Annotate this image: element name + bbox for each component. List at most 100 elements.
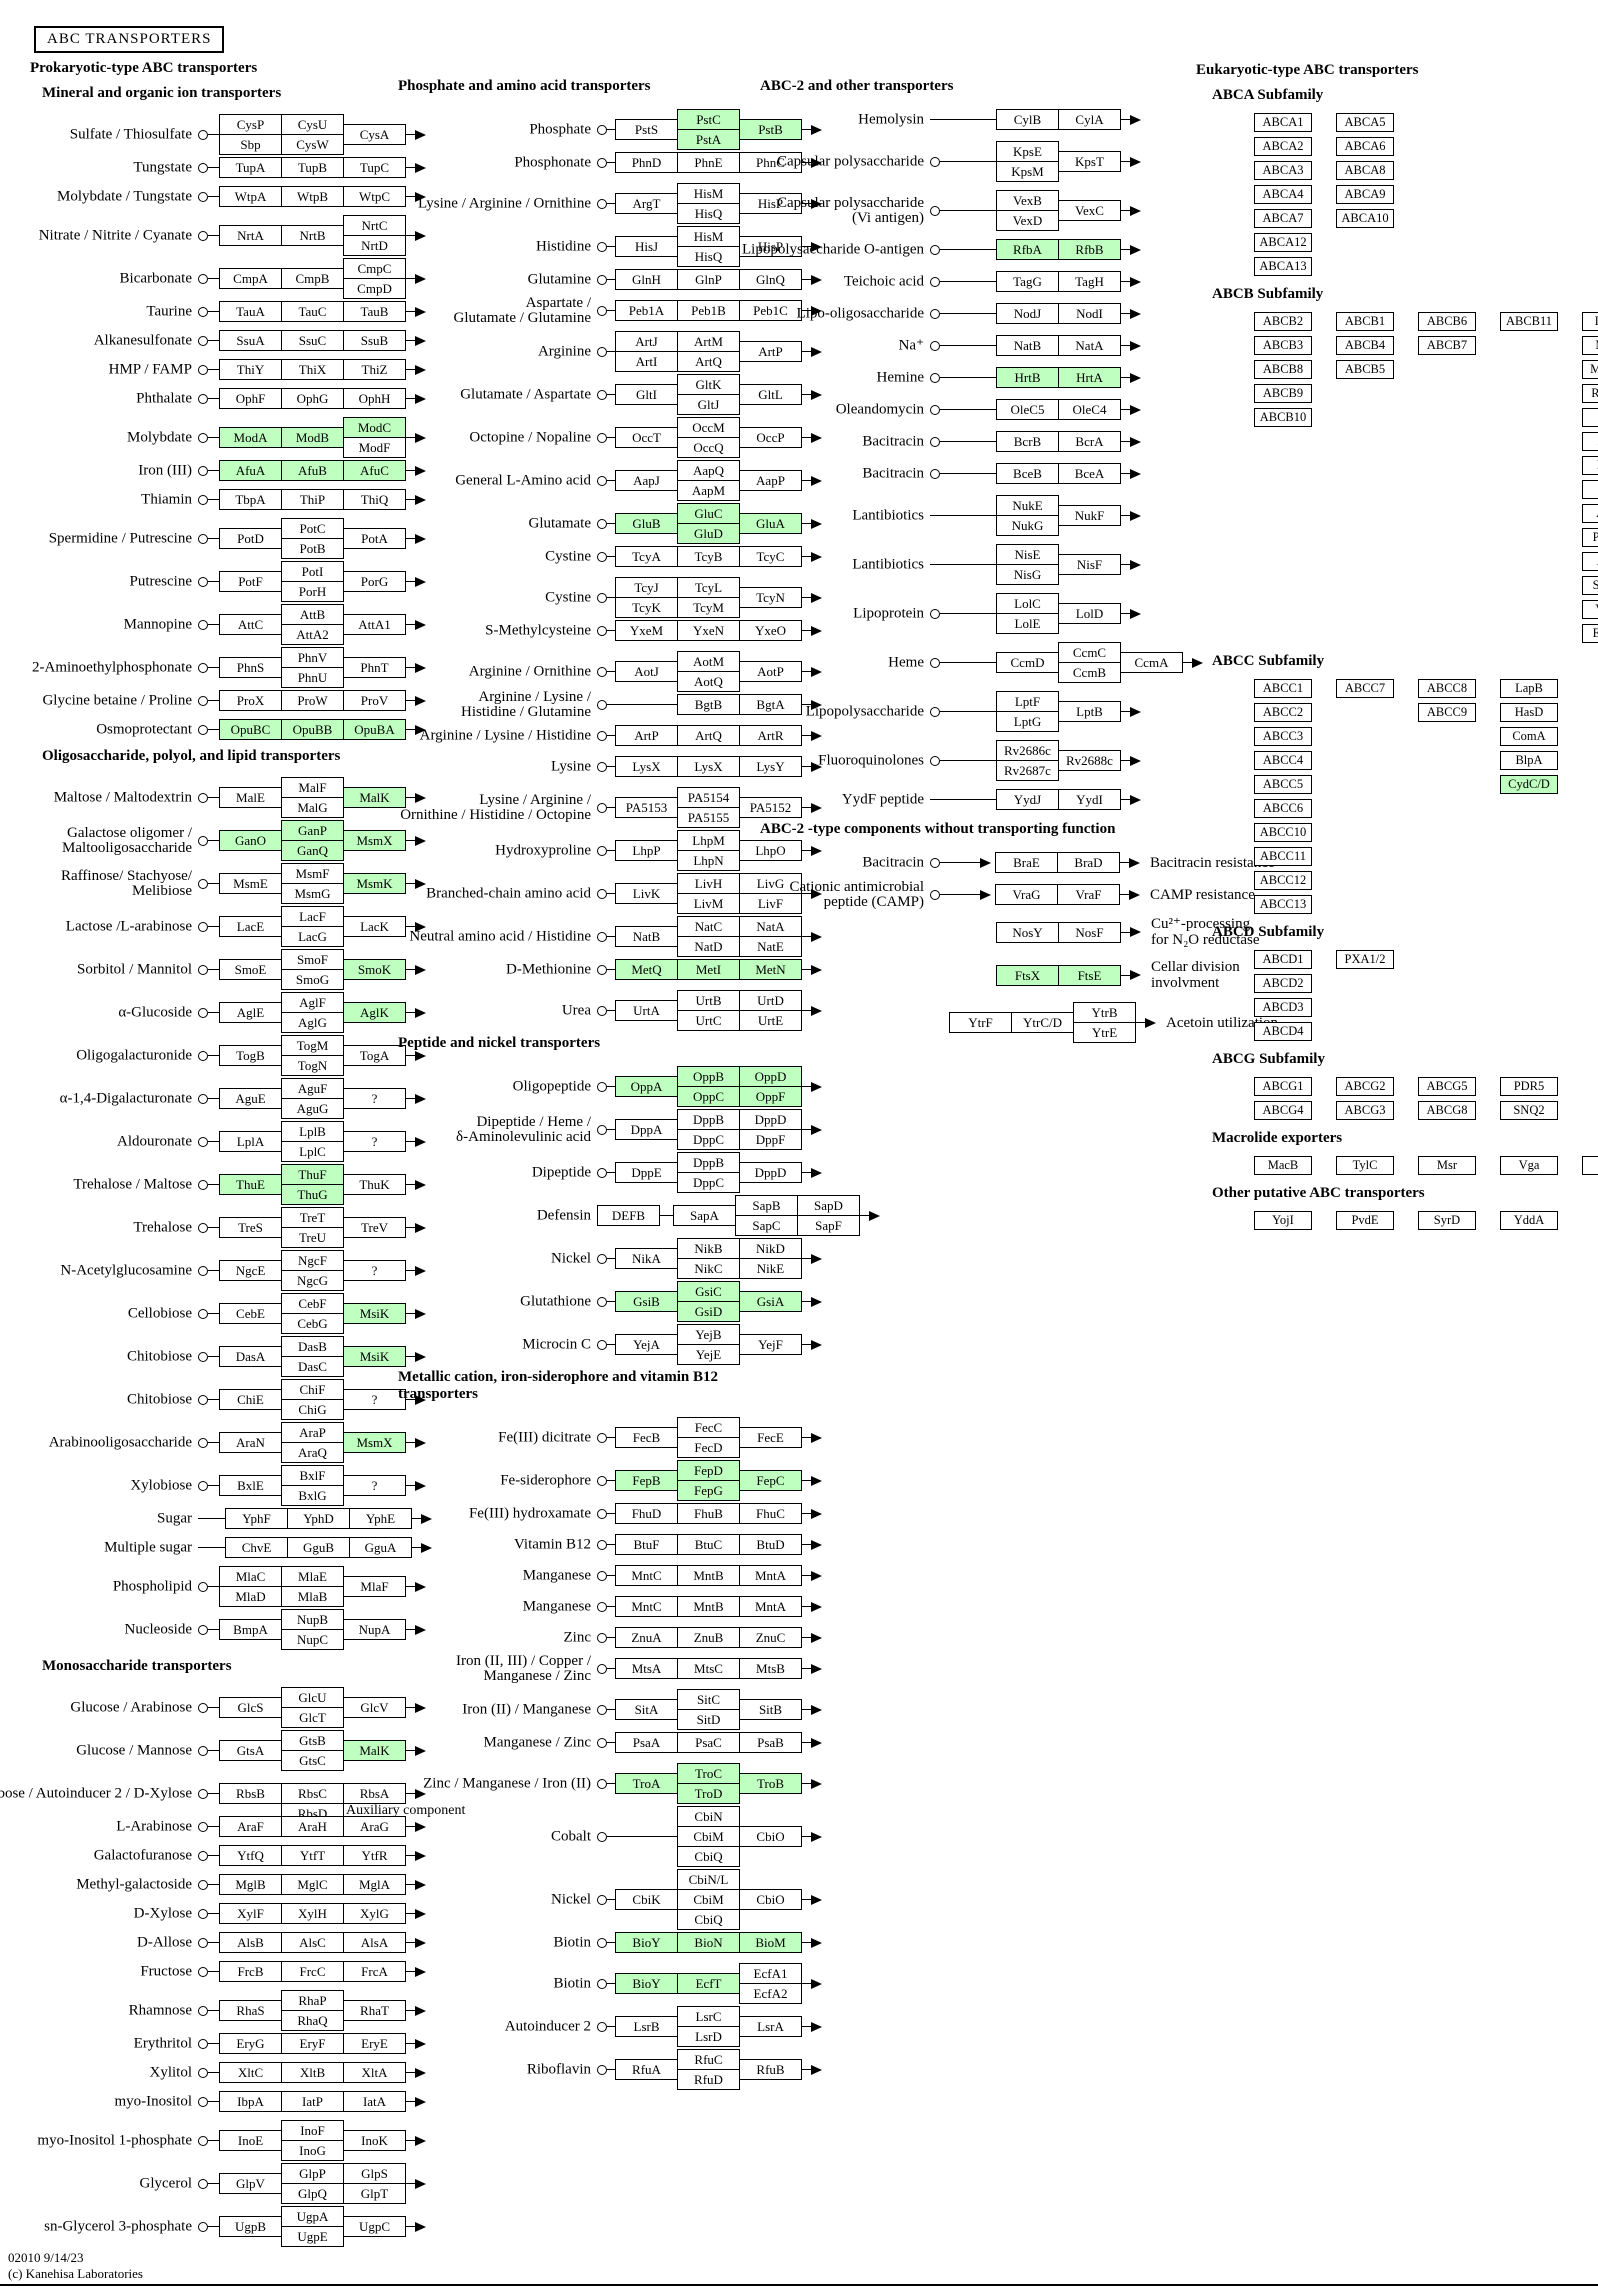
gene-box[interactable]: AapJ bbox=[615, 470, 678, 491]
gene-box[interactable]: ABCA6 bbox=[1336, 137, 1394, 156]
gene-box[interactable]: AraQ bbox=[281, 1442, 344, 1463]
gene-box[interactable]: AraN bbox=[219, 1432, 282, 1453]
gene-box[interactable]: UrtB bbox=[677, 990, 740, 1011]
gene-box[interactable]: HisP bbox=[739, 193, 802, 214]
gene-box[interactable]: AlsB bbox=[219, 1932, 282, 1953]
gene-box[interactable]: DEFB bbox=[597, 1205, 660, 1226]
compound-circle[interactable] bbox=[198, 465, 208, 476]
gene-box[interactable]: PhnC bbox=[739, 152, 802, 173]
gene-box[interactable]: PA5155 bbox=[677, 807, 740, 828]
gene-box[interactable]: CydC/D bbox=[1500, 775, 1558, 794]
compound-circle[interactable] bbox=[930, 889, 940, 900]
compound-circle[interactable] bbox=[597, 1539, 607, 1550]
gene-box[interactable]: AfuA bbox=[219, 460, 282, 481]
gene-box[interactable]: ABCG8 bbox=[1418, 1101, 1476, 1120]
compound-circle[interactable] bbox=[198, 432, 208, 443]
gene-box[interactable]: MntC bbox=[615, 1596, 678, 1617]
gene-box[interactable]: NgcE bbox=[219, 1260, 282, 1281]
gene-box[interactable]: CylA bbox=[1058, 109, 1121, 130]
gene-box[interactable]: ABCA5 bbox=[1336, 113, 1394, 132]
compound-circle[interactable] bbox=[597, 1978, 607, 1989]
gene-box[interactable]: NatB bbox=[615, 926, 678, 947]
gene-box[interactable]: LsrB bbox=[615, 2016, 678, 2037]
gene-box[interactable]: OccT bbox=[615, 427, 678, 448]
gene-box[interactable]: TreV bbox=[343, 1217, 406, 1238]
gene-box[interactable]: PA5154 bbox=[677, 787, 740, 808]
compound-circle[interactable] bbox=[198, 1581, 208, 1592]
gene-box[interactable]: VraF bbox=[1057, 884, 1120, 905]
gene-box[interactable]: YphE bbox=[349, 1508, 412, 1529]
gene-box[interactable]: NikE bbox=[739, 1258, 802, 1279]
gene-box[interactable]: CcmD bbox=[996, 652, 1059, 673]
gene-box[interactable]: AraH bbox=[281, 1816, 344, 1837]
gene-box[interactable]: EryG bbox=[219, 2033, 282, 2054]
gene-box[interactable]: BioM bbox=[739, 1932, 802, 1953]
compound-circle[interactable] bbox=[597, 551, 607, 562]
gene-box[interactable]: LsrD bbox=[677, 2026, 740, 2047]
gene-box[interactable]: NikA bbox=[615, 1248, 678, 1269]
gene-box[interactable]: OppB bbox=[677, 1066, 740, 1087]
gene-box[interactable]: CbiK bbox=[615, 1889, 678, 1910]
gene-box[interactable]: RhaS bbox=[219, 2000, 282, 2021]
gene-box[interactable]: NrtA bbox=[219, 225, 282, 246]
gene-box[interactable]: LivF bbox=[739, 893, 802, 914]
gene-box[interactable]: VexD bbox=[996, 210, 1059, 231]
gene-box[interactable]: MlaC bbox=[219, 1566, 282, 1587]
gene-box[interactable]: YddA bbox=[1500, 1211, 1558, 1230]
gene-box[interactable]: YydI bbox=[1058, 789, 1121, 810]
gene-box[interactable]: HrtB bbox=[996, 367, 1059, 388]
gene-box[interactable]: Lsa bbox=[1582, 1156, 1598, 1175]
gene-box[interactable]: FepB bbox=[615, 1470, 678, 1491]
compound-circle[interactable] bbox=[597, 1432, 607, 1443]
gene-box[interactable]: DppE bbox=[615, 1162, 678, 1183]
gene-box[interactable]: LptF bbox=[996, 691, 1059, 712]
compound-circle[interactable] bbox=[597, 1339, 607, 1350]
gene-box[interactable]: AraG bbox=[343, 1816, 406, 1837]
gene-box[interactable]: TupB bbox=[281, 157, 344, 178]
gene-box[interactable]: MglB bbox=[219, 1874, 282, 1895]
gene-box[interactable]: ArtR bbox=[739, 725, 802, 746]
gene-box[interactable]: PhnD bbox=[615, 152, 678, 173]
gene-box[interactable]: ABCG5 bbox=[1418, 1077, 1476, 1096]
compound-circle[interactable] bbox=[930, 608, 940, 619]
compound-circle[interactable] bbox=[597, 1663, 607, 1674]
compound-circle[interactable] bbox=[597, 1601, 607, 1612]
gene-box[interactable]: AbcA bbox=[1582, 504, 1598, 523]
gene-box[interactable]: UgpC bbox=[343, 2216, 406, 2237]
gene-box[interactable]: LhpM bbox=[677, 830, 740, 851]
gene-box[interactable]: ABCG1 bbox=[1254, 1077, 1312, 1096]
gene-box[interactable]: SapD bbox=[797, 1195, 860, 1216]
compound-circle[interactable] bbox=[930, 857, 940, 868]
gene-box[interactable]: ChiF bbox=[281, 1379, 344, 1400]
gene-box[interactable]: SitA bbox=[615, 1699, 678, 1720]
gene-box[interactable]: ModA bbox=[219, 427, 282, 448]
gene-box[interactable]: VcaM bbox=[1582, 600, 1598, 619]
compound-circle[interactable] bbox=[597, 432, 607, 443]
gene-box[interactable]: FrcA bbox=[343, 1961, 406, 1982]
gene-box[interactable]: NatE bbox=[739, 936, 802, 957]
compound-circle[interactable] bbox=[597, 346, 607, 357]
gene-box[interactable]: TogM bbox=[281, 1035, 344, 1056]
gene-box[interactable]: InoE bbox=[219, 2130, 282, 2151]
gene-box[interactable]: TroB bbox=[739, 1773, 802, 1794]
gene-box[interactable]: ABCD2 bbox=[1254, 974, 1312, 993]
gene-box[interactable]: TcyN bbox=[739, 587, 802, 608]
gene-box[interactable]: PorH bbox=[281, 581, 344, 602]
gene-box[interactable]: UrtA bbox=[615, 1000, 678, 1021]
compound-circle[interactable] bbox=[597, 931, 607, 942]
gene-box[interactable]: TupA bbox=[219, 157, 282, 178]
gene-box[interactable]: PsaB bbox=[739, 1732, 802, 1753]
compound-circle[interactable] bbox=[198, 1050, 208, 1061]
compound-circle[interactable] bbox=[597, 802, 607, 813]
gene-box[interactable]: AglF bbox=[281, 992, 344, 1013]
compound-circle[interactable] bbox=[198, 1788, 208, 1799]
gene-box[interactable]: WtpC bbox=[343, 186, 406, 207]
gene-box[interactable]: MsmF bbox=[281, 863, 344, 884]
gene-box[interactable]: ABCC6 bbox=[1254, 799, 1312, 818]
gene-box[interactable]: YejA bbox=[615, 1334, 678, 1355]
gene-box[interactable]: NatA bbox=[739, 916, 802, 937]
gene-box[interactable]: BtuC bbox=[677, 1534, 740, 1555]
gene-box[interactable]: AglE bbox=[219, 1002, 282, 1023]
gene-box[interactable]: TogA bbox=[343, 1045, 406, 1066]
gene-box[interactable]: DppB bbox=[677, 1152, 740, 1173]
